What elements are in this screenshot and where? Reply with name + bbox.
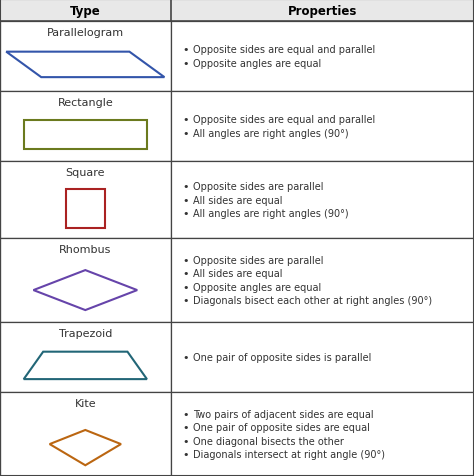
Text: All angles are right angles (90°): All angles are right angles (90°) (192, 129, 348, 139)
Text: •: • (182, 352, 189, 362)
Text: All sides are equal: All sides are equal (192, 268, 282, 278)
Text: •: • (182, 282, 189, 292)
Text: •: • (182, 268, 189, 278)
Text: •: • (182, 59, 189, 69)
Bar (0, 238, 171, 322)
Text: All angles are right angles (90°): All angles are right angles (90°) (192, 208, 348, 218)
Text: •: • (182, 182, 189, 192)
Text: •: • (182, 129, 189, 139)
Text: Type: Type (70, 4, 100, 18)
Bar (171, 92, 474, 162)
Bar (0, 0, 474, 22)
Bar (171, 392, 474, 476)
Text: Opposite sides are parallel: Opposite sides are parallel (192, 255, 323, 265)
Text: All sides are equal: All sides are equal (192, 195, 282, 205)
Bar (171, 322, 474, 392)
Bar (171, 22, 474, 92)
Text: Parallelogram: Parallelogram (47, 28, 124, 38)
Text: •: • (182, 409, 189, 419)
Text: •: • (182, 255, 189, 265)
Text: Opposite angles are equal: Opposite angles are equal (192, 59, 321, 69)
Text: One pair of opposite sides are equal: One pair of opposite sides are equal (192, 422, 370, 432)
Text: Two pairs of adjacent sides are equal: Two pairs of adjacent sides are equal (192, 409, 373, 419)
Text: Diagonals intersect at right angle (90°): Diagonals intersect at right angle (90°) (192, 449, 384, 459)
Bar (0, 22, 171, 92)
Bar (171, 238, 474, 322)
Text: •: • (182, 296, 189, 306)
Text: Opposite sides are equal and parallel: Opposite sides are equal and parallel (192, 115, 375, 125)
Text: One pair of opposite sides is parallel: One pair of opposite sides is parallel (192, 352, 371, 362)
Text: •: • (182, 449, 189, 459)
Text: •: • (182, 195, 189, 205)
Bar (171, 162, 474, 238)
Text: Opposite sides are equal and parallel: Opposite sides are equal and parallel (192, 45, 375, 55)
Text: Rhombus: Rhombus (59, 245, 111, 255)
Text: •: • (182, 208, 189, 218)
Text: Kite: Kite (74, 398, 96, 408)
Bar (24, 120, 147, 150)
Bar (0, 392, 171, 476)
Bar (0, 92, 171, 162)
Text: Properties: Properties (288, 4, 357, 18)
Text: Trapezoid: Trapezoid (59, 328, 112, 338)
Bar (0, 162, 171, 238)
Text: Diagonals bisect each other at right angles (90°): Diagonals bisect each other at right ang… (192, 296, 432, 306)
Text: •: • (182, 422, 189, 432)
Text: One diagonal bisects the other: One diagonal bisects the other (192, 436, 344, 446)
Text: •: • (182, 436, 189, 446)
Text: •: • (182, 115, 189, 125)
Text: Rectangle: Rectangle (57, 98, 113, 108)
Text: Square: Square (65, 168, 105, 178)
Text: •: • (182, 45, 189, 55)
Bar (66, 190, 105, 228)
Text: Opposite angles are equal: Opposite angles are equal (192, 282, 321, 292)
Text: Opposite sides are parallel: Opposite sides are parallel (192, 182, 323, 192)
Bar (0, 322, 171, 392)
